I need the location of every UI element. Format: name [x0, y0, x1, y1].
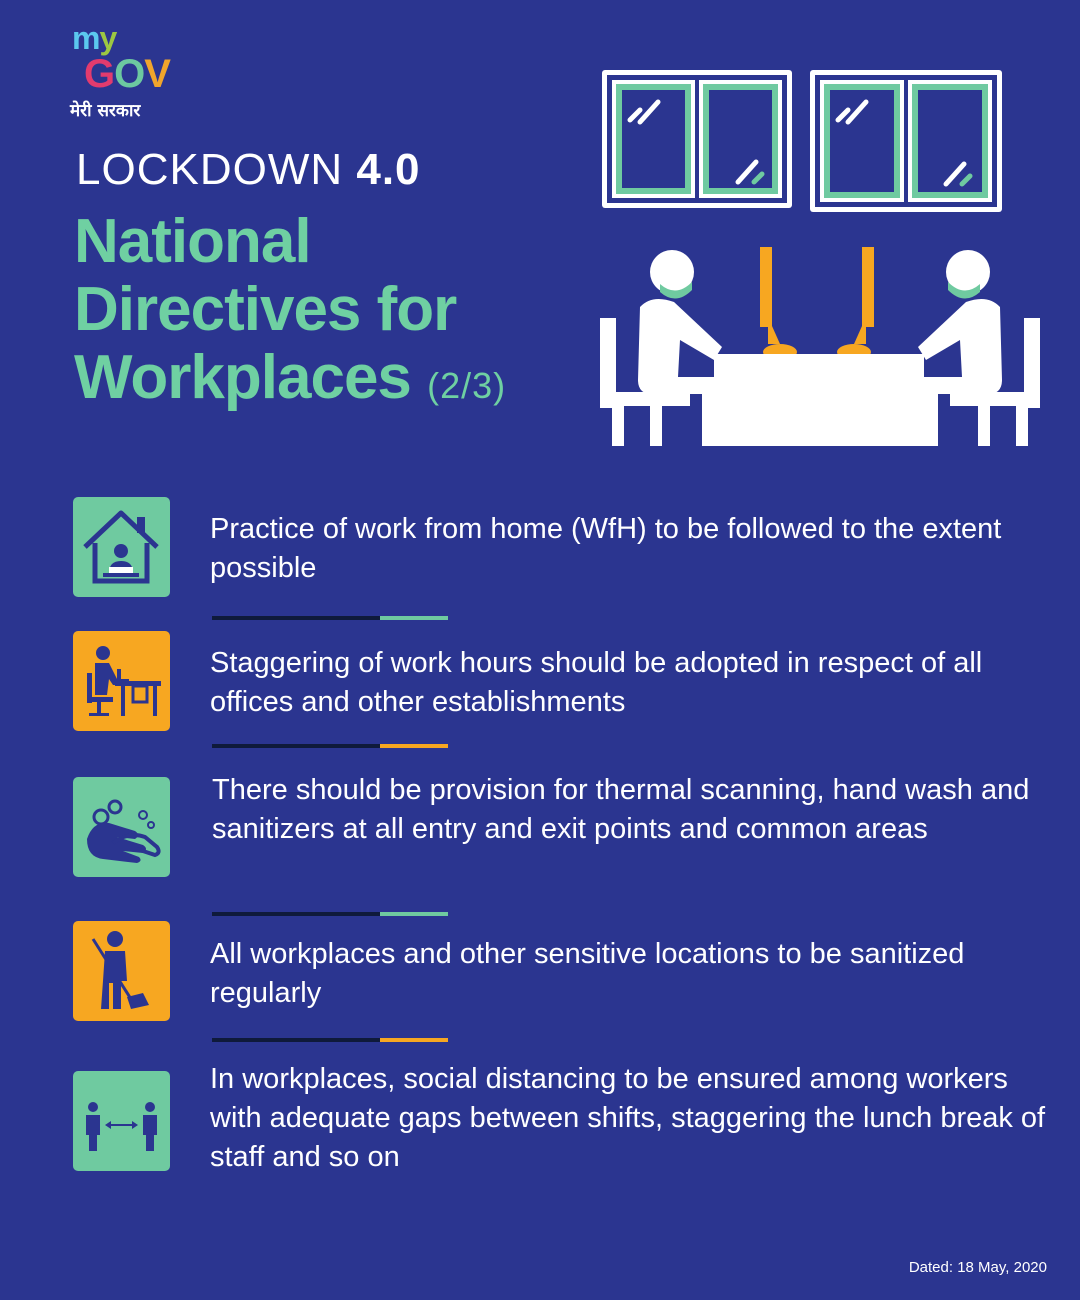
- logo-tagline: मेरी सरकार: [70, 101, 141, 121]
- monitor-left-icon: [760, 247, 797, 360]
- desk: [714, 354, 924, 446]
- person-right-icon: [918, 250, 1040, 446]
- work-from-home-icon: [73, 497, 170, 597]
- divider: [212, 912, 448, 916]
- directive-text: All workplaces and other sensitive locat…: [210, 938, 965, 1009]
- page-title: National Directives for Workplaces (2/3): [74, 207, 507, 412]
- directive-text: Staggering of work hours should be adopt…: [210, 647, 983, 718]
- window-right-icon: [810, 70, 1002, 212]
- part-indicator: (2/3): [427, 365, 507, 406]
- office-workers-illustration: [600, 70, 1040, 446]
- window-left-icon: [602, 70, 792, 208]
- directive-text: Practice of work from home (WfH) to be f…: [210, 513, 1002, 584]
- divider: [212, 744, 448, 748]
- monitor-right-icon: [837, 247, 874, 360]
- directive-text: In workplaces, social distancing to be e…: [210, 1063, 1046, 1173]
- person-left-icon: [600, 250, 722, 446]
- divider: [212, 616, 448, 620]
- logo-my: my: [72, 20, 117, 56]
- directive-text: There should be provision for thermal sc…: [212, 774, 1030, 845]
- lockdown-heading: LOCKDOWN 4.0: [76, 145, 421, 194]
- logo-gov: GOV: [84, 52, 171, 96]
- divider: [212, 1038, 448, 1042]
- social-distancing-icon: [73, 1071, 170, 1171]
- hand-wash-icon: [73, 777, 170, 877]
- office-worker-desk-icon: [73, 631, 170, 731]
- sweeping-person-icon: [73, 921, 170, 1021]
- date-label: Dated: 18 May, 2020: [908, 1259, 1047, 1276]
